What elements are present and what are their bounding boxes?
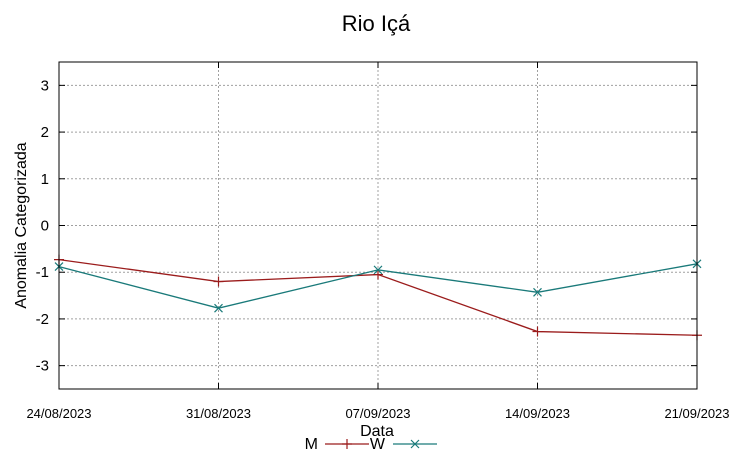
y-tick-label: -3 <box>36 358 49 375</box>
series-m <box>54 254 702 341</box>
y-tick-label: -2 <box>36 311 49 328</box>
series-layer <box>54 254 702 341</box>
data-point-plus <box>342 439 352 449</box>
y-tick-label: -1 <box>36 264 49 281</box>
x-tick-label: 31/08/2023 <box>186 406 251 421</box>
x-axis-label: Data <box>360 423 394 440</box>
x-tick-label: 07/09/2023 <box>345 406 410 421</box>
chart-title: Rio Içá <box>342 11 411 36</box>
y-tick-labels: 3 2 1 0 -1 -2 -3 <box>36 77 49 374</box>
data-point-x <box>373 265 383 275</box>
y-tick-label: 2 <box>41 124 49 141</box>
series-w <box>54 259 702 313</box>
legend-label: M <box>305 436 318 453</box>
legend-item-w: W <box>370 436 437 453</box>
x-tick-labels: 24/08/2023 31/08/2023 07/09/2023 14/09/2023… <box>26 406 729 421</box>
y-tick-label: 3 <box>41 77 49 94</box>
legend-label: W <box>370 436 386 453</box>
x-tick-label: 21/09/2023 <box>664 406 729 421</box>
data-point-x <box>410 439 420 449</box>
x-tick-label: 14/09/2023 <box>505 406 570 421</box>
data-point-x <box>533 287 542 297</box>
data-point-plus <box>532 326 543 337</box>
y-tick-label: 0 <box>41 218 49 235</box>
x-tick-label: 24/08/2023 <box>26 406 91 421</box>
data-point-plus <box>373 269 383 280</box>
plot-frame <box>58 61 698 390</box>
y-tick-label: 1 <box>41 171 49 188</box>
grid-lines <box>58 62 698 389</box>
y-axis-label: Anomalia Categorizada <box>13 142 30 308</box>
data-point-x <box>214 303 223 313</box>
data-point-plus <box>213 276 224 287</box>
legend-item-m: M <box>305 436 369 453</box>
